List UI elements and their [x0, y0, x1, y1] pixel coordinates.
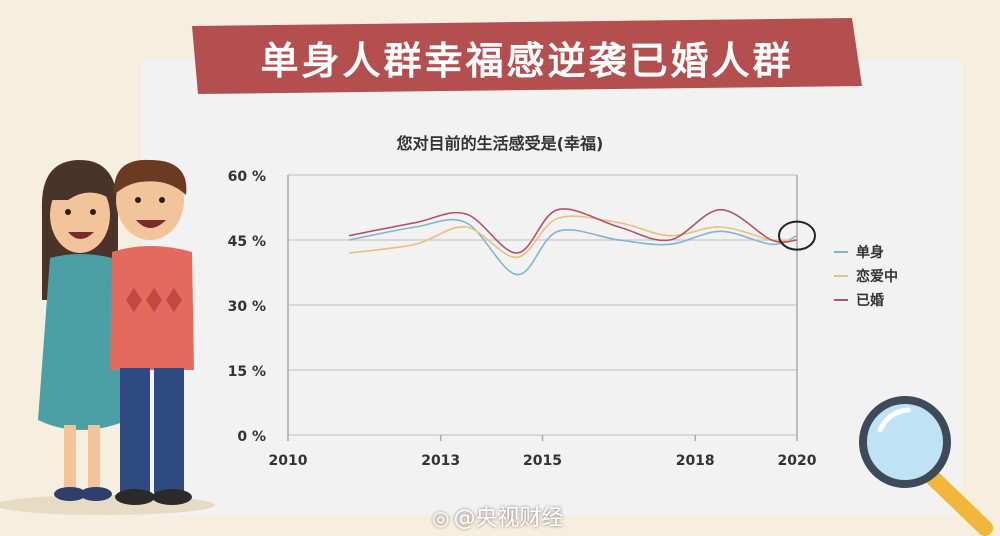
couple-illustration	[0, 159, 215, 515]
x-tick-label: 2010	[269, 453, 308, 469]
chart-panel	[142, 60, 962, 515]
x-tick-label: 2018	[676, 453, 715, 469]
y-tick-label: 60 %	[228, 169, 266, 185]
watermark-text: @央视财经	[453, 506, 564, 531]
legend-label: 已婚	[856, 292, 884, 309]
series-line-1	[348, 215, 798, 259]
banner-title: 单身人群幸福感逆袭已婚人群	[260, 39, 794, 83]
title-banner: 单身人群幸福感逆袭已婚人群	[192, 18, 862, 94]
y-tick-label: 45 %	[228, 234, 266, 250]
weibo-icon: ◎	[432, 506, 450, 530]
watermark: ◎ @央视财经	[432, 500, 563, 532]
legend-label: 恋爱中	[856, 268, 898, 285]
chart-title: 您对目前的生活感受是(幸福)	[396, 134, 604, 153]
x-tick-label: 2020	[778, 453, 817, 469]
y-tick-label: 30 %	[228, 299, 266, 315]
banner-shape	[192, 18, 862, 94]
y-tick-label: 0 %	[237, 429, 266, 445]
highlight-circle	[778, 220, 816, 251]
series-line-0	[348, 218, 798, 276]
x-tick-label: 2015	[523, 453, 562, 469]
legend-label: 单身	[856, 244, 884, 261]
y-tick-label: 15 %	[228, 364, 266, 380]
x-tick-label: 2013	[421, 453, 460, 469]
series-line-2	[348, 208, 798, 254]
